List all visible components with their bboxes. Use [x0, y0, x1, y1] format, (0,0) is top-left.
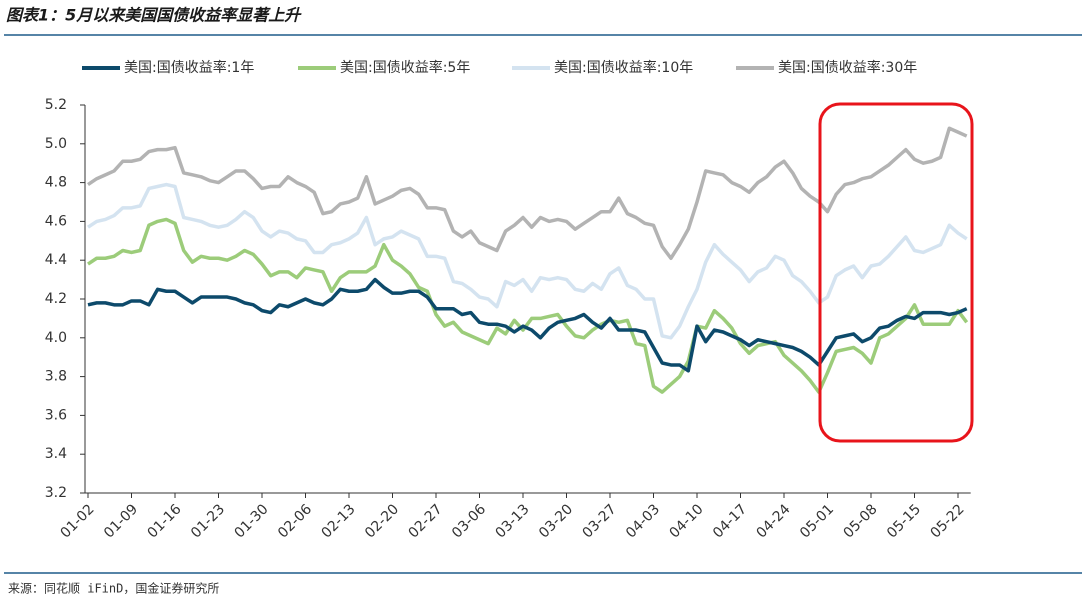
legend-label: 美国:国债收益率:10年	[554, 59, 693, 76]
x-tick-label: 01-30	[232, 501, 272, 541]
x-tick-label: 02-13	[319, 501, 359, 541]
x-tick-label: 01-23	[188, 501, 228, 541]
x-tick-label: 05-15	[884, 501, 924, 541]
y-tick-label: 3.2	[45, 485, 67, 501]
y-tick-label: 3.4	[45, 446, 67, 462]
x-tick-label: 02-20	[362, 501, 402, 541]
x-tick-label: 01-09	[101, 501, 141, 541]
x-tick-label: 03-20	[536, 501, 576, 541]
y-tick-label: 3.8	[45, 369, 67, 385]
x-tick-label: 02-06	[275, 501, 315, 541]
x-tick-label: 05-08	[841, 501, 881, 541]
y-tick-label: 5.2	[45, 97, 67, 113]
x-tick-label: 05-01	[797, 501, 837, 541]
x-tick-label: 04-10	[667, 501, 707, 541]
x-tick-label: 03-13	[493, 501, 533, 541]
y-tick-label: 4.6	[45, 213, 67, 229]
x-tick-label: 02-27	[406, 501, 446, 541]
x-tick-label: 03-27	[580, 501, 620, 541]
x-tick-label: 03-06	[449, 501, 489, 541]
y-tick-label: 4.0	[45, 330, 67, 346]
y-tick-label: 4.2	[45, 291, 67, 307]
y-tick-label: 5.0	[45, 136, 67, 152]
x-tick-label: 04-03	[623, 501, 663, 541]
y-tick-label: 4.8	[45, 175, 67, 191]
y-tick-label: 3.6	[45, 407, 67, 423]
x-tick-label: 04-17	[710, 501, 750, 541]
highlight-box	[818, 102, 974, 443]
x-tick-label: 01-02	[58, 501, 98, 541]
x-tick-label: 01-16	[145, 501, 185, 541]
y-tick-label: 4.4	[45, 252, 67, 268]
legend-label: 美国:国债收益率:1年	[124, 59, 254, 76]
source-note: 来源：同花顺 iFinD，国金证券研究所	[8, 581, 219, 596]
series-line	[87, 126, 968, 261]
series-line	[87, 182, 968, 340]
series-line	[87, 217, 969, 394]
x-tick-label: 05-22	[928, 501, 968, 541]
legend-label: 美国:国债收益率:30年	[778, 59, 917, 76]
legend-label: 美国:国债收益率:5年	[340, 59, 470, 76]
chart-title: 图表1：5月以来美国国债收益率显著上升	[6, 6, 302, 25]
x-tick-label: 04-24	[754, 501, 794, 541]
